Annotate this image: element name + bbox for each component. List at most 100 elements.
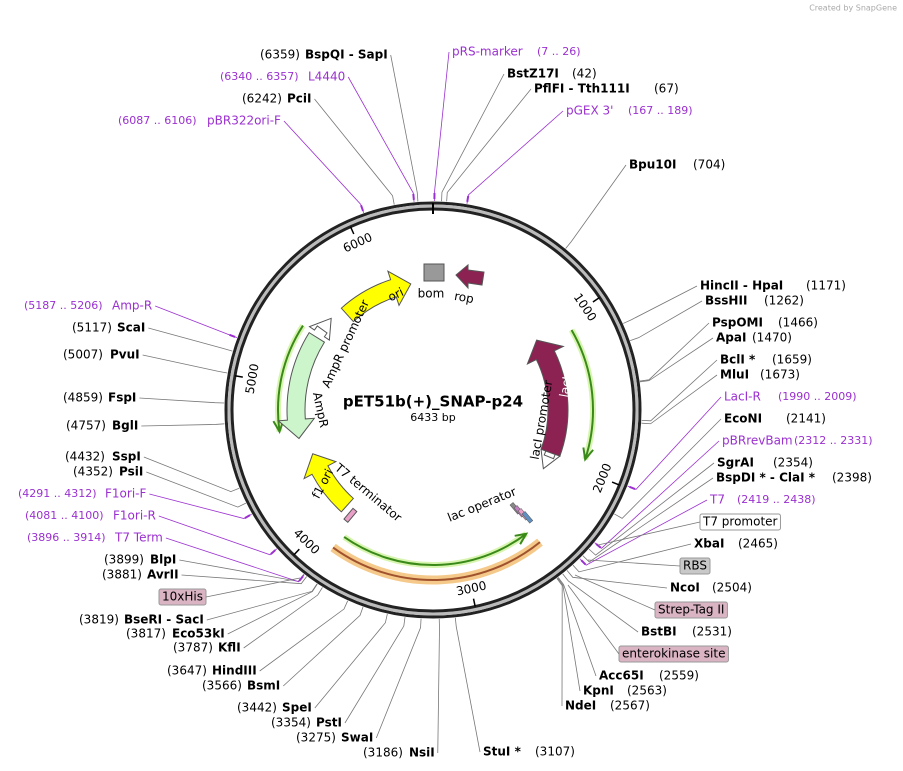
primer-name: pGEX 3' [566, 104, 613, 118]
site-line [227, 583, 318, 635]
site-name: BglI [112, 419, 138, 433]
site-position: (1466) [778, 316, 818, 330]
site-position: (3107) [535, 745, 575, 759]
primer-name: F1ori-F [105, 487, 146, 501]
site-line [557, 577, 597, 677]
site-line [562, 573, 639, 633]
site-position: (3275) [296, 731, 336, 745]
site-line [441, 73, 505, 202]
site-line [582, 477, 714, 563]
feature-tag-line [597, 521, 701, 546]
site-position: (2563) [627, 684, 667, 698]
site-line [143, 456, 240, 493]
primer-range: (4291 .. 4312) [18, 487, 97, 500]
site-name: MluI [720, 368, 749, 382]
site-position: (4757) [66, 419, 106, 433]
site-line [437, 618, 440, 754]
ampr-promoter-arrow [308, 317, 332, 341]
primer-name: Amp-R [112, 299, 152, 313]
rop-arrow [455, 263, 485, 290]
features-layer [272, 263, 596, 585]
primer-tick [229, 333, 236, 338]
ori-arrow [340, 270, 412, 323]
feature-label: lacI [557, 375, 574, 398]
primer-line [283, 120, 365, 213]
primer-range: (3896 .. 3914) [27, 531, 106, 544]
site-name: PspOMI [712, 316, 763, 330]
primer-name: pRS-marker [452, 45, 523, 59]
feature-label: ori [386, 285, 406, 304]
site-name: BclI * [720, 353, 756, 367]
feature-tag: 10xHis [162, 590, 203, 604]
feature-label: AmpR [310, 391, 331, 429]
primer-tick [466, 195, 470, 202]
site-name: SgrAI [717, 456, 754, 470]
site-position: (3881) [102, 568, 142, 582]
site-position: (2567) [610, 699, 650, 713]
site-line [314, 98, 395, 205]
map-length: 6433 bp [410, 411, 455, 424]
primer-range: (6087 .. 6106) [118, 114, 197, 127]
site-position: (2141) [786, 412, 826, 426]
site-name: NdeI [565, 699, 596, 713]
ring-tick-label: 6000 [341, 230, 375, 255]
site-position: (6359) [260, 48, 300, 62]
site-line [206, 583, 318, 621]
primer-name: T7 [709, 493, 725, 507]
site-name: SspI [112, 450, 141, 464]
site-line [630, 300, 703, 342]
site-name: SwaI [341, 731, 373, 745]
site-name: NcoI [670, 581, 700, 595]
primer-tick [580, 559, 587, 566]
site-name: BspDI * - ClaI * [716, 471, 816, 485]
primer-range: (5187 .. 5206) [24, 299, 103, 312]
site-name: BlpI [150, 553, 176, 567]
feature-label: lac operator [445, 484, 518, 524]
laci-promoter-arrow [540, 448, 561, 470]
site-name: XbaI [694, 537, 724, 551]
site-name: StuI * [483, 745, 522, 759]
site-position: (2398) [832, 471, 872, 485]
site-name: FspI [108, 391, 136, 405]
primer-name: L4440 [308, 70, 345, 84]
site-position: (5117) [72, 321, 112, 335]
feature-tag-line [205, 577, 301, 598]
site-line [640, 337, 714, 383]
site-position: (3787) [173, 641, 213, 655]
primer-range: (2419 .. 2438) [737, 493, 816, 506]
laci-arrow [526, 339, 569, 457]
site-name: Acc65I [599, 669, 644, 683]
primer-tick [298, 575, 304, 582]
site-name: BsmI [247, 679, 280, 693]
ring-tick [293, 548, 300, 556]
ring-tick-label: 5000 [243, 363, 262, 395]
feature-tag-line [574, 574, 656, 611]
primer-tick [270, 549, 276, 555]
site-position: (5007) [63, 348, 103, 362]
site-name: KflI [218, 641, 241, 655]
insert-band-line [332, 541, 541, 581]
ring-tick-label: 3000 [455, 578, 488, 598]
orf-line [343, 532, 527, 566]
site-position: (2354) [773, 456, 813, 470]
site-position: (4859) [63, 391, 103, 405]
site-position: (3819) [79, 613, 119, 627]
ring-tick [472, 598, 476, 607]
feature-tag: T7 promoter [702, 515, 778, 529]
site-name: PstI [316, 716, 342, 730]
bom-box [423, 263, 445, 282]
primer-tick [412, 193, 415, 200]
site-line [181, 574, 307, 585]
site-position: (6242) [242, 92, 282, 106]
primer-tick [244, 514, 251, 519]
site-line [390, 54, 419, 202]
site-line [259, 600, 349, 672]
site-position: (3354) [271, 716, 311, 730]
site-position: (2559) [659, 669, 699, 683]
primer-range: (2312 .. 2331) [794, 434, 873, 447]
site-position: (2531) [692, 625, 732, 639]
feature-label: rop [453, 289, 475, 306]
feature-tag-line [567, 584, 620, 655]
orf-head [582, 447, 594, 462]
